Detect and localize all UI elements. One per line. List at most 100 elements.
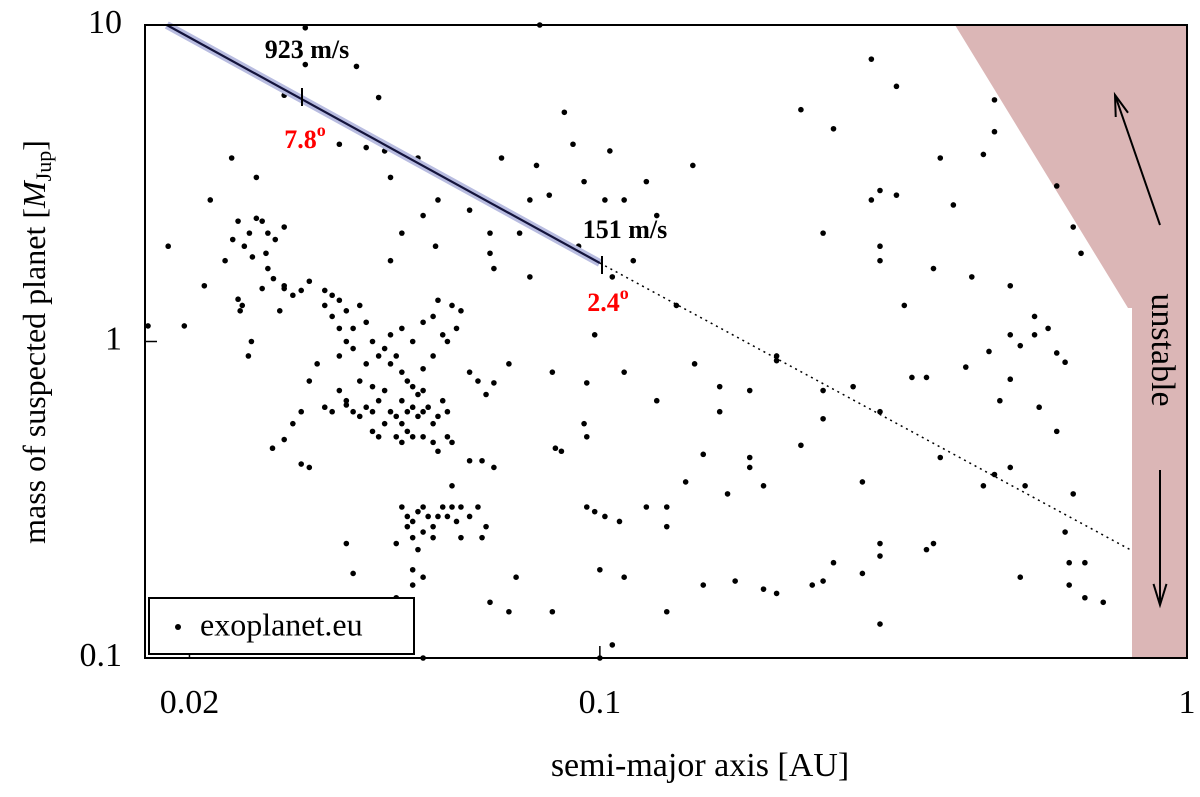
- data-point: [516, 230, 523, 236]
- data-point: [1017, 574, 1024, 581]
- data-point: [253, 215, 260, 222]
- data-point: [235, 296, 241, 303]
- data-point: [409, 404, 416, 411]
- data-point: [453, 325, 460, 332]
- data-point: [475, 504, 481, 510]
- data-point: [1078, 250, 1084, 257]
- angle-value: 7.8: [284, 125, 317, 154]
- data-point: [859, 479, 866, 485]
- data-point: [877, 540, 883, 547]
- data-point: [868, 56, 875, 62]
- data-point: [479, 534, 485, 541]
- data-point: [393, 353, 400, 359]
- y-tick-label: 0.1: [80, 637, 123, 674]
- data-point: [399, 420, 405, 427]
- data-point: [453, 518, 460, 525]
- data-point: [409, 582, 416, 588]
- data-point: [409, 383, 416, 390]
- data-point: [350, 345, 356, 352]
- data-point: [732, 578, 738, 584]
- data-point: [363, 361, 370, 367]
- data-point: [1045, 325, 1051, 332]
- data-point: [1007, 282, 1014, 289]
- y-axis-label: mass of suspected planet [MJup]: [16, 140, 56, 544]
- data-point: [653, 212, 660, 219]
- data-point: [901, 302, 908, 309]
- data-point: [1062, 529, 1068, 535]
- data-point: [449, 302, 455, 309]
- data-point: [746, 454, 753, 461]
- data-point: [420, 574, 426, 581]
- data-point: [207, 197, 214, 203]
- data-point: [430, 439, 436, 446]
- data-point: [439, 331, 446, 338]
- data-point: [581, 420, 587, 427]
- data-point: [773, 357, 780, 364]
- data-point: [877, 408, 883, 415]
- data-point: [937, 454, 944, 461]
- data-point: [369, 428, 376, 435]
- data-point: [581, 178, 587, 185]
- data-point: [420, 433, 426, 440]
- data-point: [430, 420, 436, 427]
- data-point: [700, 582, 707, 588]
- data-point: [375, 353, 382, 359]
- data-point: [409, 518, 416, 525]
- data-point: [430, 313, 436, 320]
- data-point: [281, 224, 288, 230]
- data-point: [420, 212, 426, 219]
- data-point: [387, 174, 394, 181]
- data-point: [420, 408, 426, 415]
- data-point: [591, 508, 598, 515]
- data-point: [950, 202, 957, 208]
- angle-label: 7.8o: [284, 120, 326, 154]
- y-tick-label: 10: [88, 4, 122, 41]
- legend-marker: [175, 624, 181, 630]
- data-point: [760, 483, 767, 489]
- data-point: [937, 155, 944, 161]
- angle-label: 2.4o: [587, 283, 629, 317]
- data-point: [336, 353, 343, 359]
- data-point: [506, 361, 512, 367]
- data-point: [415, 391, 421, 398]
- data-point: [602, 197, 608, 203]
- data-point: [597, 566, 603, 573]
- data-point: [724, 491, 731, 497]
- data-point: [329, 292, 335, 299]
- data-point: [1066, 559, 1072, 566]
- data-point: [491, 380, 497, 386]
- data-point: [329, 408, 335, 415]
- data-point: [877, 553, 883, 559]
- data-point: [690, 162, 696, 169]
- data-point: [760, 586, 767, 592]
- data-point: [363, 319, 370, 326]
- arrow: [1114, 94, 1161, 226]
- data-point: [356, 302, 363, 309]
- data-point: [404, 513, 411, 520]
- data-point: [229, 236, 236, 243]
- annotation: 923 m/s: [265, 35, 350, 64]
- data-point: [663, 523, 670, 530]
- data-point: [798, 442, 804, 449]
- data-point: [820, 415, 826, 422]
- data-point: [602, 513, 608, 520]
- data-point: [404, 378, 411, 384]
- data-point: [621, 197, 627, 203]
- data-point: [298, 461, 305, 467]
- data-point: [506, 608, 512, 615]
- data-point: [607, 148, 613, 154]
- data-point: [1031, 313, 1038, 320]
- data-point: [466, 457, 473, 464]
- angle-value: 2.4: [587, 288, 620, 317]
- x-tick-label: 1: [1179, 684, 1196, 721]
- data-point: [420, 504, 426, 510]
- annotation: 151 m/s: [583, 215, 668, 244]
- model-line: [166, 24, 601, 264]
- data-point: [409, 566, 416, 573]
- data-point: [491, 265, 497, 272]
- data-point: [350, 408, 356, 415]
- data-point: [375, 94, 382, 101]
- data-point: [475, 378, 481, 384]
- data-point: [290, 420, 296, 427]
